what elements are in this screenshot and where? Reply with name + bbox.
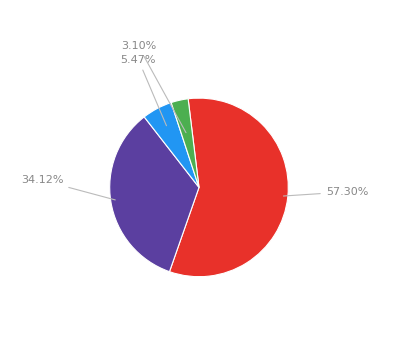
Text: 3.10%: 3.10% [121,41,186,133]
Text: 5.47%: 5.47% [121,55,166,126]
Wedge shape [110,117,199,272]
Wedge shape [144,103,199,187]
Text: 34.12%: 34.12% [21,175,115,200]
Text: 57.30%: 57.30% [283,187,368,197]
Wedge shape [171,99,199,187]
Wedge shape [170,98,288,277]
